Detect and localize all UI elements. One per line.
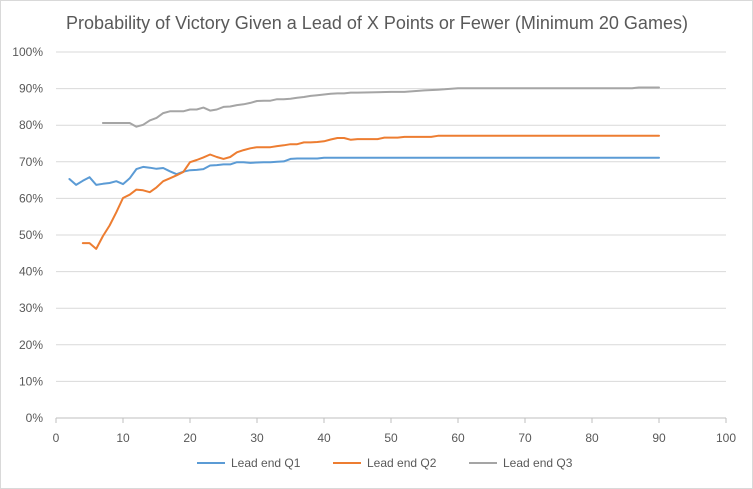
x-tick-label: 90 xyxy=(652,431,666,445)
legend-item-2: Lead end Q2 xyxy=(333,456,437,470)
legend-label: Lead end Q1 xyxy=(231,456,301,470)
y-tick-label: 30% xyxy=(19,301,43,315)
y-tick-label: 60% xyxy=(19,191,43,205)
y-tick-label: 20% xyxy=(19,338,43,352)
x-tick-label: 0 xyxy=(53,431,60,445)
legend-item-1: Lead end Q1 xyxy=(197,456,301,470)
gridlines xyxy=(56,51,726,382)
x-tick-label: 10 xyxy=(116,431,130,445)
x-tick-label: 100 xyxy=(716,431,736,445)
series-line-3 xyxy=(101,86,660,128)
series-lines xyxy=(68,86,660,250)
series-line-2 xyxy=(81,134,660,250)
x-tick-label: 40 xyxy=(317,431,331,445)
y-tick-label: 0% xyxy=(26,411,44,425)
y-tick-label: 80% xyxy=(19,118,43,132)
y-tick-label: 40% xyxy=(19,265,43,279)
y-tick-label: 50% xyxy=(19,228,43,242)
x-tick-label: 30 xyxy=(250,431,264,445)
series-line-1 xyxy=(68,156,660,186)
legend-label: Lead end Q2 xyxy=(367,456,437,470)
y-tick-label: 90% xyxy=(19,82,43,96)
y-tick-label: 100% xyxy=(12,45,43,59)
chart-title: Probability of Victory Given a Lead of X… xyxy=(66,13,688,33)
axes: 0% 10% 20% 30% 40% 50% 60% 70% 80% 90% 100% 0 10 20 30… xyxy=(12,45,736,445)
legend-label: Lead end Q3 xyxy=(503,456,573,470)
y-tick-label: 10% xyxy=(19,374,43,388)
x-tick-label: 80 xyxy=(585,431,599,445)
y-tick-label: 70% xyxy=(19,155,43,169)
x-tick-label: 20 xyxy=(183,431,197,445)
legend: Lead end Q1 Lead end Q2 Lead end Q3 xyxy=(197,456,573,470)
legend-item-3: Lead end Q3 xyxy=(469,456,573,470)
x-tick-label: 60 xyxy=(451,431,465,445)
x-tick-label: 70 xyxy=(518,431,532,445)
x-tick-label: 50 xyxy=(384,431,398,445)
